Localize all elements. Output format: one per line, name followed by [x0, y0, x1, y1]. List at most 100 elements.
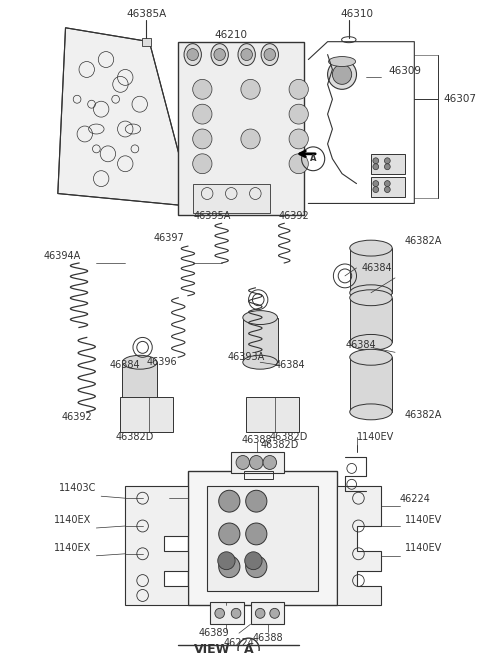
- Text: 46393A: 46393A: [227, 352, 264, 362]
- Bar: [251, 602, 284, 625]
- Ellipse shape: [350, 290, 392, 306]
- Circle shape: [192, 129, 212, 149]
- Polygon shape: [58, 28, 192, 207]
- Circle shape: [215, 608, 225, 619]
- Text: 46385A: 46385A: [126, 9, 167, 19]
- Bar: [122, 362, 157, 407]
- Text: 46384: 46384: [346, 340, 377, 350]
- Circle shape: [231, 608, 241, 619]
- Text: 46309: 46309: [388, 66, 421, 77]
- Circle shape: [246, 523, 267, 545]
- Circle shape: [192, 154, 212, 174]
- Text: 46396: 46396: [146, 358, 177, 367]
- Ellipse shape: [350, 335, 392, 350]
- Text: 1140EV: 1140EV: [357, 432, 395, 441]
- Polygon shape: [125, 486, 188, 605]
- Text: 46382D: 46382D: [260, 440, 299, 449]
- Text: 46394A: 46394A: [44, 251, 81, 261]
- Polygon shape: [337, 486, 381, 605]
- Circle shape: [187, 49, 199, 60]
- Text: 46384: 46384: [110, 360, 141, 370]
- Circle shape: [192, 79, 212, 99]
- Ellipse shape: [122, 356, 157, 369]
- Bar: [192, 184, 270, 213]
- Ellipse shape: [211, 44, 228, 66]
- Circle shape: [264, 49, 276, 60]
- Text: 46382D: 46382D: [270, 432, 308, 441]
- Bar: [231, 451, 284, 474]
- Ellipse shape: [350, 240, 392, 256]
- Ellipse shape: [243, 356, 277, 369]
- Circle shape: [289, 79, 308, 99]
- Circle shape: [263, 455, 276, 470]
- Bar: [350, 298, 392, 342]
- Circle shape: [384, 186, 390, 192]
- Ellipse shape: [350, 404, 392, 420]
- Ellipse shape: [350, 350, 392, 365]
- Bar: [371, 176, 405, 197]
- Ellipse shape: [329, 56, 356, 66]
- Bar: [210, 602, 244, 625]
- Circle shape: [333, 64, 352, 85]
- Circle shape: [241, 79, 260, 99]
- Circle shape: [289, 129, 308, 149]
- Text: 46388: 46388: [252, 633, 283, 643]
- Ellipse shape: [243, 311, 277, 325]
- Ellipse shape: [238, 44, 255, 66]
- Text: A: A: [310, 154, 316, 163]
- Text: 46382A: 46382A: [405, 410, 442, 420]
- Circle shape: [373, 180, 379, 186]
- Circle shape: [270, 608, 279, 619]
- Text: 46210: 46210: [215, 30, 248, 40]
- Circle shape: [250, 455, 263, 470]
- Circle shape: [384, 180, 390, 186]
- Text: VIEW: VIEW: [194, 643, 230, 655]
- Circle shape: [192, 104, 212, 124]
- Text: 46310: 46310: [340, 9, 373, 19]
- Bar: [178, 42, 303, 215]
- Bar: [207, 486, 318, 590]
- Circle shape: [218, 552, 235, 569]
- Ellipse shape: [350, 285, 392, 300]
- Circle shape: [241, 129, 260, 149]
- Text: 46384: 46384: [361, 263, 392, 273]
- Text: 46395A: 46395A: [193, 211, 231, 221]
- Bar: [350, 358, 392, 412]
- Ellipse shape: [328, 60, 357, 89]
- Text: 1140EV: 1140EV: [405, 543, 442, 553]
- Text: 46382A: 46382A: [405, 236, 442, 246]
- Circle shape: [219, 523, 240, 545]
- Circle shape: [245, 552, 262, 569]
- Bar: [188, 472, 337, 605]
- Circle shape: [373, 164, 379, 170]
- Circle shape: [289, 104, 308, 124]
- Text: 46224: 46224: [224, 638, 254, 648]
- Bar: [350, 248, 392, 293]
- Bar: [244, 472, 273, 480]
- Text: 46392: 46392: [278, 211, 309, 221]
- Circle shape: [384, 158, 390, 164]
- Circle shape: [246, 490, 267, 512]
- Text: 46384: 46384: [275, 360, 305, 370]
- Circle shape: [289, 154, 308, 174]
- Text: 46224: 46224: [400, 494, 431, 504]
- Text: 46307: 46307: [443, 94, 476, 104]
- Ellipse shape: [261, 44, 278, 66]
- Ellipse shape: [184, 44, 202, 66]
- Circle shape: [241, 49, 252, 60]
- Text: 46388: 46388: [242, 435, 273, 445]
- Circle shape: [219, 556, 240, 577]
- Text: 1140EX: 1140EX: [54, 515, 92, 525]
- Text: 46397: 46397: [153, 233, 184, 243]
- Text: 46392: 46392: [62, 412, 93, 422]
- Bar: [371, 154, 405, 174]
- Circle shape: [384, 164, 390, 170]
- Circle shape: [255, 608, 265, 619]
- Circle shape: [214, 49, 226, 60]
- Bar: [243, 318, 277, 362]
- Bar: [120, 397, 173, 432]
- Text: A: A: [244, 643, 253, 655]
- Text: 11403C: 11403C: [59, 483, 96, 493]
- Circle shape: [236, 455, 250, 470]
- Circle shape: [246, 556, 267, 577]
